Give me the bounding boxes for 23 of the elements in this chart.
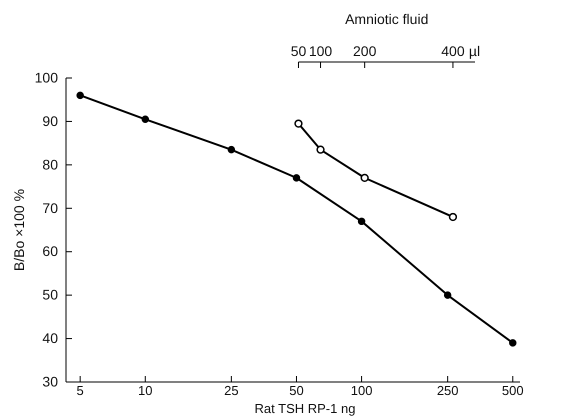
y-tick-label: 30: [42, 373, 58, 390]
x-tick-label: 250: [436, 383, 459, 398]
x2-tick-label: 400: [441, 43, 465, 59]
x-tick-label: 500: [502, 383, 524, 398]
x-axis-title: Rat TSH RP-1 ng: [254, 401, 356, 416]
x2-tick-label: 100: [308, 43, 332, 59]
y-tick-label: 60: [42, 243, 58, 260]
x-tick-label: 100: [350, 383, 372, 398]
x2-tick-label: 200: [352, 43, 377, 59]
y-axis-title: B/Bo ×100 %: [11, 188, 27, 272]
y-tick-label: 100: [34, 69, 58, 86]
y-tick-label: 70: [42, 200, 58, 216]
x-tick-label: 50: [289, 383, 304, 398]
x2-axis-title: Amniotic fluid: [345, 11, 428, 27]
y-tick-label: 40: [42, 330, 58, 346]
y-tick-label: 80: [42, 156, 58, 172]
y-tick-label: 90: [42, 112, 58, 129]
x-tick-label: 25: [224, 383, 239, 398]
y-tick-label: 50: [42, 286, 58, 303]
text: µl: [468, 43, 480, 59]
x-tick-label: 5: [76, 383, 84, 398]
x2-tick-label: 50: [290, 43, 306, 59]
x-tick-label: 10: [138, 383, 153, 398]
